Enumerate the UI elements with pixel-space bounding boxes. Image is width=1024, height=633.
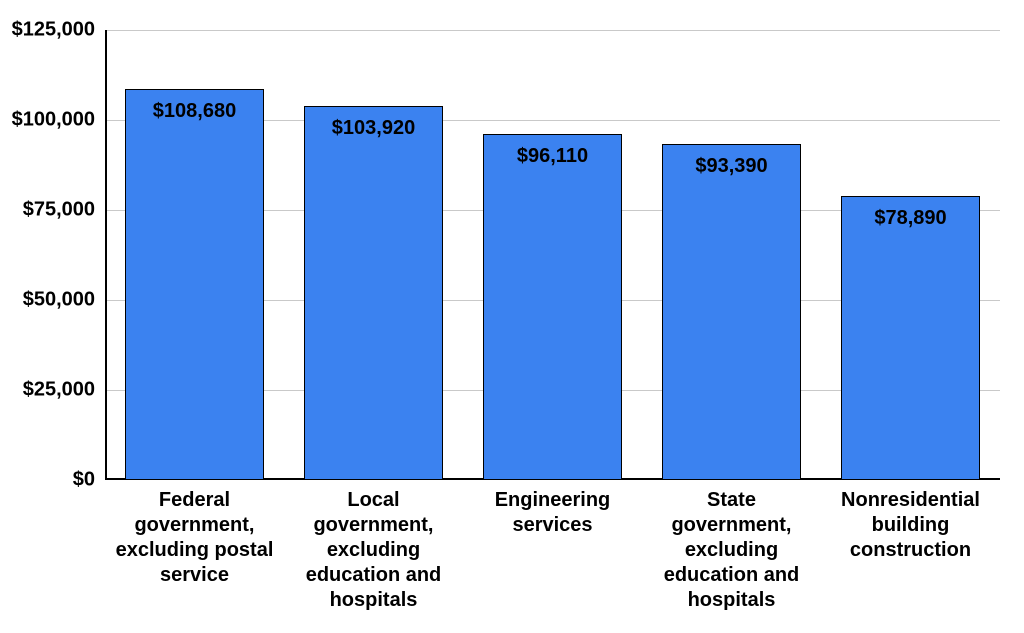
salary-bar-chart: $108,680 $103,920 $96,110 $93,390 $78,890 $0…: [0, 0, 1024, 633]
bar: $96,110: [483, 134, 623, 480]
bar-value-label: $103,920: [332, 117, 415, 140]
y-axis-line: [105, 30, 107, 480]
bar: $78,890: [841, 196, 981, 480]
y-tick-label: $100,000: [0, 109, 95, 132]
bar-value-label: $96,110: [517, 145, 588, 168]
x-category-label: Nonresidential building construction: [828, 488, 993, 563]
x-category-label: Engineering services: [470, 488, 635, 538]
y-tick-label: $125,000: [0, 19, 95, 42]
plot-area: $108,680 $103,920 $96,110 $93,390 $78,890: [105, 30, 1000, 480]
x-category-label: State government, excluding education an…: [649, 488, 814, 613]
y-tick-label: $0: [0, 469, 95, 492]
x-category-label: Local government, excluding education an…: [291, 488, 456, 613]
bar-value-label: $93,390: [695, 155, 767, 178]
y-tick-label: $50,000: [0, 289, 95, 312]
gridline: [105, 30, 1000, 31]
bar: $93,390: [662, 144, 802, 480]
bar: $108,680: [125, 89, 265, 480]
bar-value-label: $78,890: [874, 207, 946, 230]
y-tick-label: $75,000: [0, 199, 95, 222]
bar-value-label: $108,680: [153, 100, 236, 123]
x-category-label: Federal government, excluding postal ser…: [112, 488, 277, 588]
y-tick-label: $25,000: [0, 379, 95, 402]
bar: $103,920: [304, 106, 444, 480]
